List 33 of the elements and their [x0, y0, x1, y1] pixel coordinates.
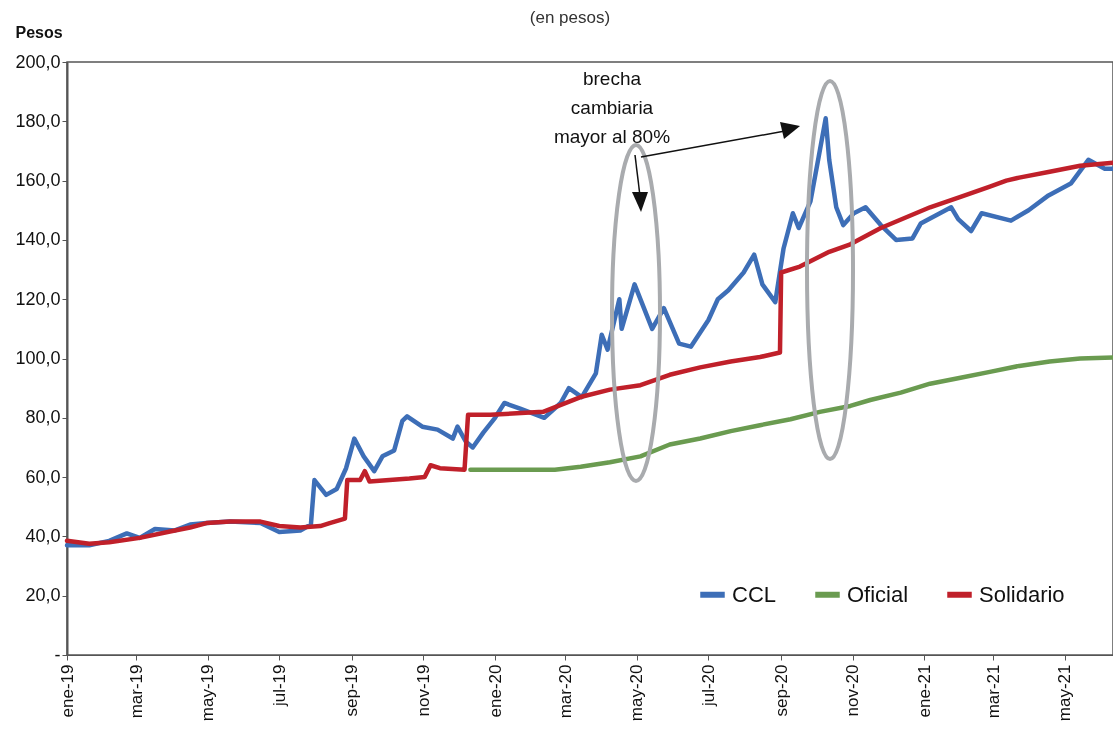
- y-tick-label: 200,0: [15, 51, 61, 72]
- x-tick-label: jul-19: [269, 664, 289, 708]
- y-tick-label: -: [54, 644, 61, 665]
- annotation: brecha cambiaria mayor al 80%: [552, 67, 672, 149]
- x-tick-label: ene-21: [914, 664, 934, 718]
- x-tick-label: sep-19: [342, 664, 362, 717]
- x-tick-label: may-21: [1055, 664, 1075, 722]
- chart-subtitle: (en pesos): [528, 8, 612, 28]
- x-tick-label: nov-20: [843, 664, 863, 717]
- x-tick-label: nov-19: [413, 664, 433, 717]
- y-tick-label: 80,0: [25, 407, 61, 428]
- line-series: [468, 355, 1113, 472]
- y-tick-label: 120,0: [15, 288, 61, 309]
- y-tick-label: 140,0: [15, 229, 61, 250]
- x-tick-label: jul-20: [698, 664, 718, 708]
- x-tick-label: mar-19: [126, 664, 146, 719]
- legend-label: CCL: [732, 581, 777, 607]
- y-tick-label: 60,0: [25, 466, 61, 487]
- x-tick-label: ene-20: [485, 664, 505, 718]
- y-axis-title: Pesos: [15, 23, 63, 41]
- y-tick-label: 20,0: [25, 585, 61, 606]
- legend-label: Oficial: [847, 581, 909, 607]
- legend-label: Solidario: [979, 581, 1065, 607]
- x-tick-label: may-19: [198, 664, 218, 722]
- x-tick-label: sep-20: [771, 664, 791, 717]
- x-tick-label: ene-19: [57, 664, 77, 718]
- y-tick-label: 160,0: [15, 170, 61, 191]
- y-tick-label: 100,0: [15, 348, 61, 368]
- x-tick-label: mar-20: [555, 664, 575, 719]
- y-tick-label: 40,0: [25, 525, 61, 546]
- y-tick-label: 180,0: [15, 110, 61, 131]
- x-tick-label: mar-21: [983, 664, 1003, 719]
- x-tick-label: may-20: [627, 664, 647, 722]
